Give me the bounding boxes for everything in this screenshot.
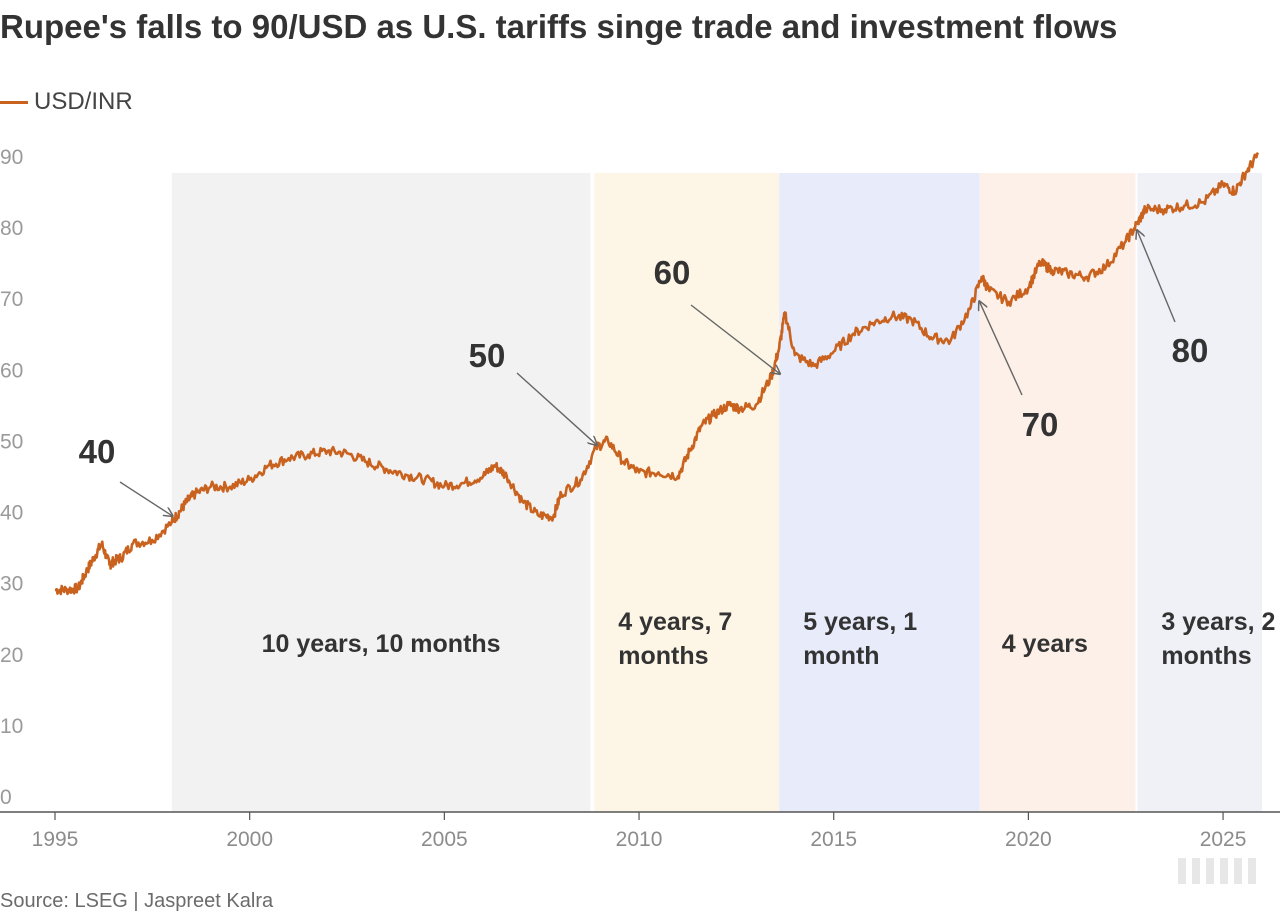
x-tick-label: 2005 [421,828,468,851]
period-band-label-line: 4 years, 7 [618,608,732,636]
legend-label: USD/INR [34,88,133,115]
chart-title: Rupee's falls to 90/USD as U.S. tariffs … [0,8,1118,45]
source-note: Source: LSEG | Jaspreet Kalra [0,890,274,912]
milestone-arrow-80 [1137,231,1176,323]
period-band-label-line: month [803,642,879,670]
y-tick-label: 80 [0,217,23,240]
milestone-label-50: 50 [469,337,506,374]
milestone-label-80: 80 [1172,332,1209,369]
y-axis-ticks: 0 10 20 30 40 50 60 70 80 90 [0,146,23,809]
y-tick-label: 70 [0,288,23,311]
y-tick-label: 20 [0,644,23,667]
period-band-label-line: 5 years, 1 [803,608,917,636]
y-tick-label: 60 [0,359,23,382]
period-band-2 [779,173,980,812]
period-band-label-line: 4 years [1002,630,1088,658]
watermark [1178,858,1256,884]
period-band-label-4: 3 years, 2 months [1161,608,1275,670]
period-band-label-line: 3 years, 2 [1161,608,1275,636]
period-band-label-3: 4 years [1002,630,1088,658]
period-band-label-line: 10 years, 10 months [262,630,501,658]
y-tick-label: 90 [0,146,23,169]
x-tick-label: 2020 [1005,828,1052,851]
x-tick-label: 2015 [810,828,857,851]
x-tick-label: 1995 [32,828,79,851]
milestone-arrow-70 [980,302,1023,396]
milestone-label-70: 70 [1022,406,1059,443]
y-tick-label: 40 [0,502,23,525]
period-band-label-line: months [1161,642,1251,670]
milestone-label-60: 60 [654,254,691,291]
y-tick-label: 10 [0,715,23,738]
y-tick-label: 30 [0,573,23,596]
milestone-arrow-60 [690,304,779,373]
period-band-label-2: 5 years, 1 month [803,608,917,670]
x-tick-label: 2025 [1200,828,1247,851]
x-axis-ticks: 1995 2000 2005 2010 2015 2020 2025 [32,812,1247,851]
milestone-label-40: 40 [79,433,116,470]
y-tick-label: 50 [0,430,23,453]
period-band-0 [171,173,591,812]
period-band-1 [594,173,780,812]
x-tick-label: 2000 [226,828,273,851]
period-band-label-0: 10 years, 10 months [262,630,501,658]
period-band-label-line: months [618,642,708,670]
usd-inr-series-line [54,152,1260,596]
period-band-4 [1137,173,1262,812]
period-bands: 10 years, 10 months 4 years, 7 months 5 yea… [171,173,1275,812]
milestone-arrow-50 [516,372,596,444]
legend-line-swatch [0,100,28,104]
y-tick-label: 0 [0,786,12,809]
period-band-label-1: 4 years, 7 months [618,608,732,670]
milestone-arrow-40 [119,481,172,516]
x-tick-label: 2010 [616,828,663,851]
legend: USD/INR [0,88,133,116]
milestone-annotations: 40 50 60 70 80 [79,231,1209,516]
period-band-3 [979,173,1136,812]
